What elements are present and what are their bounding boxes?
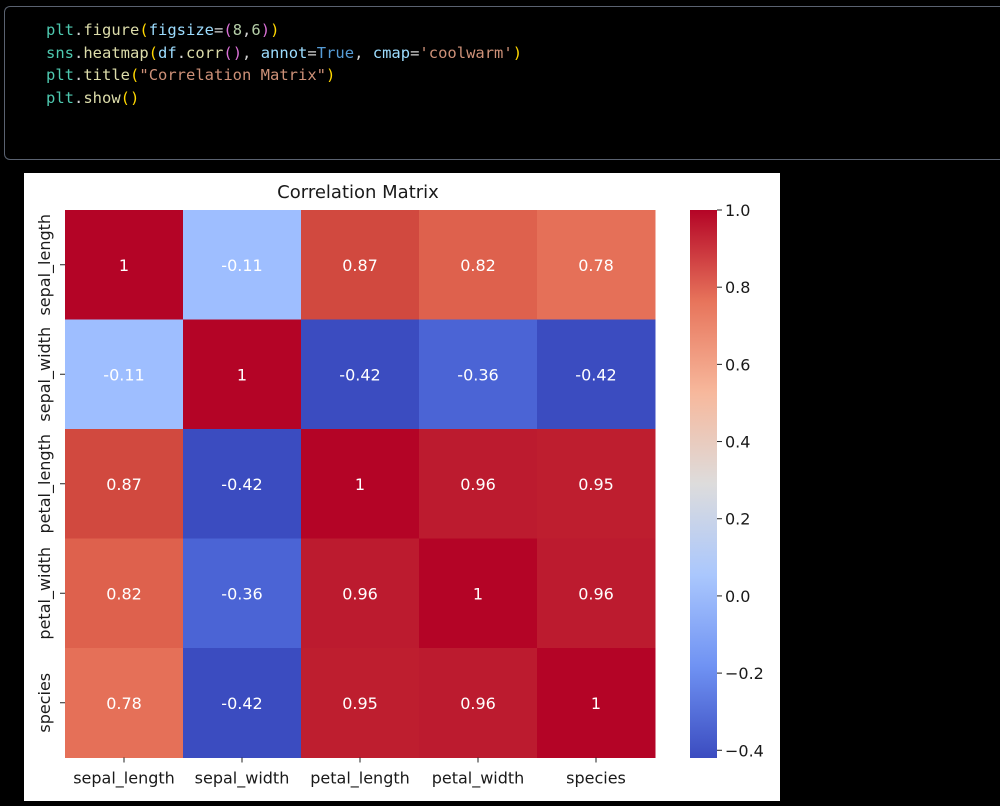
heatmap-cell [301,429,420,539]
heatmap-cell [301,648,420,758]
cell-annotation: 0.87 [342,256,378,275]
code-line-3: plt.title("Correlation Matrix") [46,66,336,84]
cell-annotation: 1 [355,475,365,494]
x-tick-label: petal_length [310,769,410,789]
heatmap-cell [537,648,656,758]
colorbar-tick-label: 0.4 [725,433,750,452]
cell-annotation: -0.42 [221,475,262,494]
heatmap-cell [183,210,302,320]
code-cell[interactable]: plt.figure(figsize=(8,6)) sns.heatmap(df.… [4,6,1000,160]
heatmap-cell [419,319,538,430]
y-tick-label: sepal_width [35,327,55,422]
heatmap-cell [537,210,656,320]
x-tick-label: species [566,769,626,788]
colorbar-tick-label: 0.8 [725,278,750,297]
y-tick-label: sepal_length [35,214,55,316]
cell-annotation: 0.95 [578,475,614,494]
cell-annotation: 1 [119,256,129,275]
colorbar-tick-label: 1.0 [725,201,750,220]
cell-annotation: 1 [473,584,483,603]
colorbar-tick-label: 0.0 [725,587,750,606]
colorbar-tick-label: 0.2 [725,510,750,529]
heatmap-cell [301,319,420,430]
cell-annotation: 0.96 [578,584,614,603]
cell-annotation: -0.36 [457,365,498,384]
code-line-4: plt.show() [46,88,140,107]
colorbar-gradient [690,210,717,758]
heatmap-cell [419,210,538,320]
y-tick-label: species [35,673,54,733]
heatmap-cell [183,648,302,758]
cell-annotation: 1 [591,694,601,713]
heatmap-cell [537,319,656,430]
x-tick-label: sepal_length [73,769,175,789]
heatmap-cell [419,648,538,758]
cell-annotation: 0.96 [460,475,496,494]
cell-annotation: 0.78 [106,694,142,713]
cell-annotation: -0.42 [221,694,262,713]
colorbar-tick-label: −0.4 [725,741,764,760]
heatmap-cell [419,538,538,649]
code-editor[interactable]: plt.figure(figsize=(8,6)) sns.heatmap(df.… [46,19,522,109]
heatmap-cell [183,319,302,430]
colorbar-tick-label: −0.2 [725,664,764,683]
chart-title: Correlation Matrix [277,182,439,203]
code-line-2: sns.heatmap(df.corr(), annot=True, cmap=… [46,43,523,62]
x-axis: sepal_length sepal_width petal_length petal… [73,757,626,789]
cell-annotation: 0.95 [342,694,378,713]
heatmap-cell [65,210,184,320]
cell-annotation: -0.36 [221,584,262,603]
cell-annotation: 0.82 [460,256,496,275]
colorbar: 1.0 0.8 0.6 0.4 0.2 0.0 −0.2 −0.4 [690,201,764,760]
cell-annotation: -0.42 [339,365,380,384]
colorbar-tick-label: 0.6 [725,355,750,374]
cell-annotation: -0.11 [221,256,262,275]
heatmap-cell [537,429,656,539]
cell-output: Correlation Matrix 1 -0.11 0.87 0.82 0.78 -0.… [24,173,780,801]
heatmap-cell [419,429,538,539]
cell-annotation: 1 [237,365,247,384]
heatmap-cell [183,429,302,539]
y-axis: sepal_length sepal_width petal_lengthpetal… [35,214,65,733]
heatmap-cell [183,538,302,649]
heatmap-cell [65,538,184,649]
cell-annotation: -0.11 [103,365,144,384]
cell-annotation: 0.96 [460,694,496,713]
correlation-heatmap-chart: Correlation Matrix 1 -0.11 0.87 0.82 0.78 -0.… [35,182,764,789]
heatmap-cell [301,210,420,320]
heatmap-cells [65,210,656,758]
cell-annotation: 0.82 [106,584,142,603]
heatmap-annotations: 1 -0.11 0.87 0.82 0.78 -0.11 1 -0.42 -0.36 -0.42 0… [103,256,616,713]
heatmap-cell [301,538,420,649]
x-tick-label: sepal_width [195,769,290,789]
cell-annotation: 0.96 [342,584,378,603]
y-tick-label: petal_length [35,434,55,534]
heatmap-cell [65,319,184,430]
cell-annotation: 0.87 [106,475,142,494]
x-tick-label: petal_width [432,769,525,789]
cell-annotation: -0.42 [575,365,616,384]
heatmap-cell [537,538,656,649]
cell-annotation: 0.78 [578,256,614,275]
heatmap-cell [65,429,184,539]
heatmap-cell [65,648,184,758]
y-tick-label: petal_width [35,547,55,640]
code-line-1: plt.figure(figsize=(8,6)) [46,21,280,39]
